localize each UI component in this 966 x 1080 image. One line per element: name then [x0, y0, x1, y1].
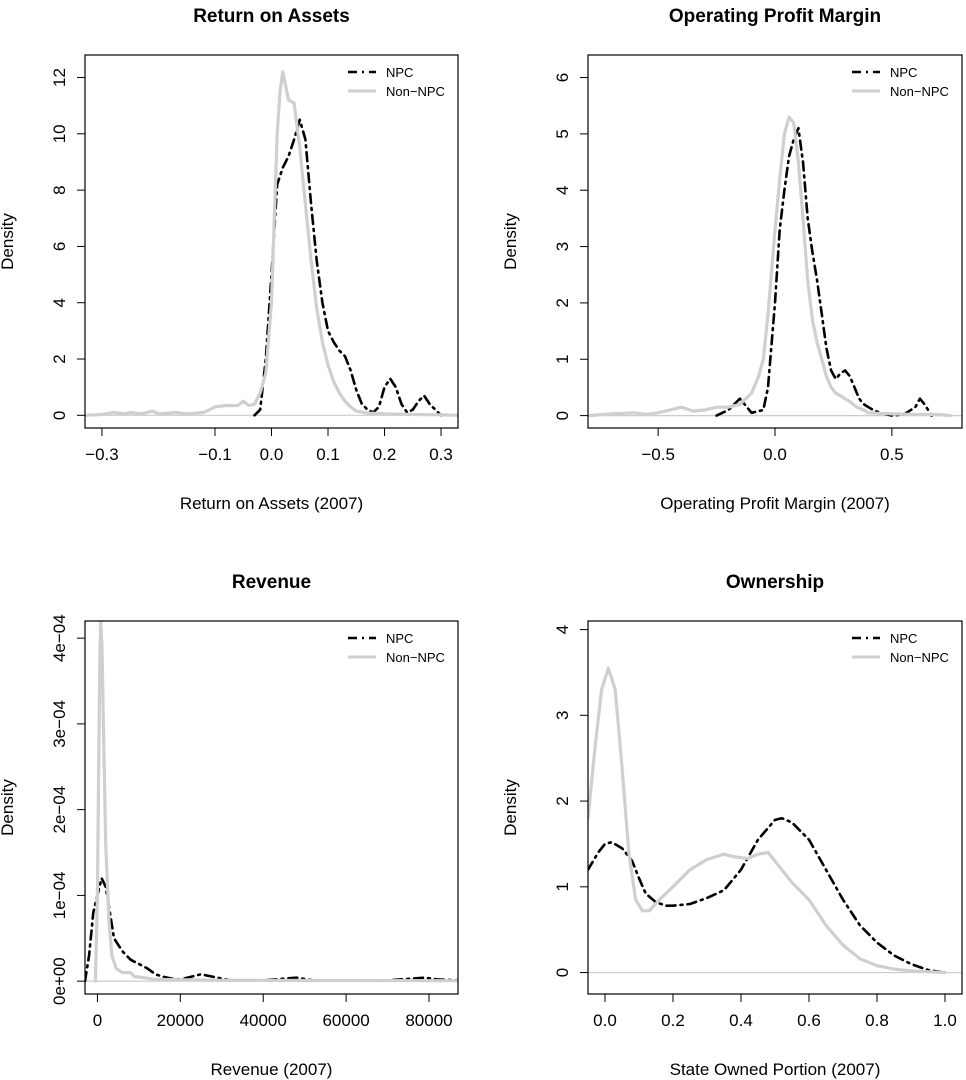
- ownership-x-tick-label: 0.0: [593, 1011, 617, 1030]
- revenue-x-tick-label: 80000: [405, 1011, 452, 1030]
- operating-profit-margin-plot-frame: [587, 54, 963, 429]
- return-on-assets-y-tick-label: 12: [50, 68, 69, 87]
- operating-profit-margin-y-tick-label: 5: [553, 129, 572, 138]
- return-on-assets-x-tick-label: −0.1: [198, 445, 232, 464]
- operating-profit-margin-non-npc-series-line: [588, 115, 952, 418]
- ownership-plot-frame: [587, 620, 963, 995]
- return-on-assets-y-tick-label: 10: [50, 124, 69, 143]
- ownership-non-npc-series-line: [588, 666, 947, 975]
- ownership-x-tick-label: 1.0: [933, 1011, 957, 1030]
- ownership-npc-series-line: [588, 816, 947, 974]
- return-on-assets-y-axis-label: Density: [0, 213, 17, 270]
- operating-profit-margin-y-tick-label: 6: [553, 73, 572, 82]
- return-on-assets-y-tick-label: 2: [50, 354, 69, 363]
- ownership-legend: NPC Non−NPC: [852, 631, 949, 665]
- revenue-npc-series-line: [85, 876, 458, 983]
- ownership-panel: Ownership 0.0 0.2 0.4 0.6 0.8 1.0 0 1 2 3 4 State Ow…: [501, 572, 963, 1079]
- revenue-x-tick-label: 0: [93, 1011, 102, 1030]
- return-on-assets-panel: Return on Assets −0.3 −0.1 0.0 0.1 0.2 0.3 0 2 4 6…: [0, 6, 459, 513]
- operating-profit-margin-x-tick-label: −0.5: [641, 445, 675, 464]
- ownership-x-tick-label: 0.2: [661, 1011, 685, 1030]
- revenue-y-tick-label: 2e−04: [50, 786, 69, 834]
- revenue-legend: NPC Non−NPC: [348, 631, 445, 665]
- ownership-y-tick-label: 2: [553, 796, 572, 805]
- operating-profit-margin-x-axis-label: Operating Profit Margin (2007): [660, 494, 890, 513]
- return-on-assets-legend: NPC Non−NPC: [348, 65, 445, 99]
- revenue-panel: Revenue 0 20000 40000 60000 80000 0e+00 1e−04 2e…: [0, 572, 459, 1079]
- operating-profit-margin-x-tick-label: 0.0: [763, 445, 787, 464]
- ownership-title: Ownership: [726, 572, 824, 593]
- operating-profit-margin-title: Operating Profit Margin: [669, 6, 881, 27]
- return-on-assets-x-axis-label: Return on Assets (2007): [180, 494, 363, 513]
- revenue-y-tick-label: 0e+00: [50, 957, 69, 1005]
- revenue-legend-npc-label: NPC: [386, 631, 413, 646]
- operating-profit-margin-y-tick-label: 0: [553, 411, 572, 420]
- revenue-y-tick-label: 3e−04: [50, 700, 69, 748]
- operating-profit-margin-panel: Operating Profit Margin −0.5 0.0 0.5 0 1 2 3 4 5 6…: [501, 6, 963, 513]
- ownership-y-axis-label: Density: [501, 779, 520, 836]
- operating-profit-margin-legend-non-npc-label: Non−NPC: [890, 84, 949, 99]
- ownership-x-tick-label: 0.6: [797, 1011, 821, 1030]
- return-on-assets-y-tick-label: 8: [50, 185, 69, 194]
- revenue-y-axis-label: Density: [0, 779, 17, 836]
- revenue-x-axis-label: Revenue (2007): [211, 1060, 333, 1079]
- return-on-assets-y-tick-label: 4: [50, 298, 69, 307]
- return-on-assets-legend-npc-label: NPC: [386, 65, 413, 80]
- operating-profit-margin-legend: NPC Non−NPC: [852, 65, 949, 99]
- operating-profit-margin-y-tick-label: 1: [553, 355, 572, 364]
- operating-profit-margin-y-tick-label: 4: [553, 185, 572, 194]
- ownership-x-tick-label: 0.8: [865, 1011, 889, 1030]
- ownership-y-tick-label: 3: [553, 711, 572, 720]
- operating-profit-margin-y-axis-label: Density: [501, 213, 520, 270]
- return-on-assets-y-tick-label: 0: [50, 411, 69, 420]
- return-on-assets-non-npc-series-line: [85, 70, 458, 417]
- return-on-assets-x-tick-label: 0.2: [373, 445, 397, 464]
- return-on-assets-x-tick-label: 0.1: [316, 445, 340, 464]
- return-on-assets-x-tick-label: 0.0: [260, 445, 284, 464]
- revenue-title: Revenue: [232, 572, 311, 593]
- revenue-y-tick-label: 1e−04: [50, 872, 69, 920]
- operating-profit-margin-y-tick-label: 3: [553, 242, 572, 251]
- ownership-legend-non-npc-label: Non−NPC: [890, 650, 949, 665]
- operating-profit-margin-legend-npc-label: NPC: [890, 65, 917, 80]
- revenue-plot-frame: [84, 620, 459, 995]
- ownership-x-tick-label: 0.4: [729, 1011, 753, 1030]
- ownership-y-tick-label: 1: [553, 882, 572, 891]
- return-on-assets-y-tick-label: 6: [50, 242, 69, 251]
- ownership-x-axis-label: State Owned Portion (2007): [670, 1060, 881, 1079]
- return-on-assets-plot-frame: [84, 54, 459, 429]
- return-on-assets-title: Return on Assets: [193, 6, 350, 27]
- revenue-x-tick-label: 60000: [322, 1011, 369, 1030]
- return-on-assets-npc-series-line: [253, 118, 443, 417]
- operating-profit-margin-y-tick-label: 2: [553, 298, 572, 307]
- ownership-y-tick-label: 4: [553, 625, 572, 634]
- operating-profit-margin-x-tick-label: 0.5: [880, 445, 904, 464]
- revenue-y-tick-label: 4e−04: [50, 614, 69, 662]
- revenue-non-npc-series-line: [93, 621, 458, 983]
- revenue-x-tick-label: 40000: [240, 1011, 287, 1030]
- return-on-assets-x-tick-label: 0.3: [429, 445, 453, 464]
- revenue-x-tick-label: 20000: [157, 1011, 204, 1030]
- revenue-legend-non-npc-label: Non−NPC: [386, 650, 445, 665]
- return-on-assets-legend-non-npc-label: Non−NPC: [386, 84, 445, 99]
- ownership-legend-npc-label: NPC: [890, 631, 917, 646]
- ownership-y-tick-label: 0: [553, 968, 572, 977]
- return-on-assets-x-tick-label: −0.3: [85, 445, 119, 464]
